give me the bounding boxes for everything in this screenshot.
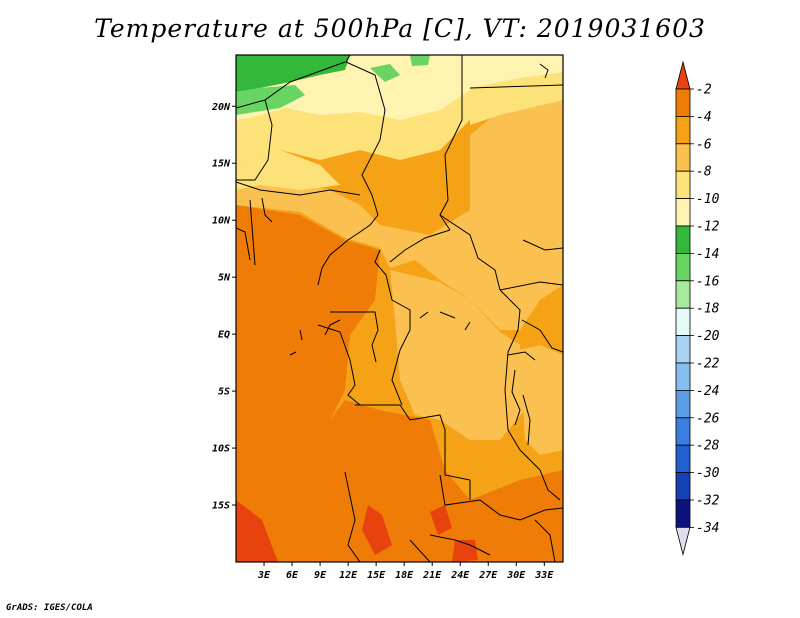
lon-tick-label: 33E xyxy=(534,570,554,581)
lat-tick-label: EQ xyxy=(218,330,230,341)
colorbar-label: -24 xyxy=(696,384,719,399)
lat-tick-label: 15N xyxy=(212,159,231,170)
band-minus8-east xyxy=(520,345,563,455)
colorbar-segment xyxy=(675,362,691,391)
colorbar-segment xyxy=(675,472,691,501)
colorbar-segment xyxy=(675,143,691,172)
map-frame xyxy=(235,54,564,563)
colorbar-segment xyxy=(675,280,691,309)
lon-tick-label: 9E xyxy=(314,570,327,581)
colorbar-label: -18 xyxy=(696,302,720,317)
band-minus4-south xyxy=(236,400,563,562)
colorbar-label: -22 xyxy=(696,357,720,372)
band-minus10-b xyxy=(236,150,340,190)
temperature-field xyxy=(236,55,563,562)
band-minus2-sw xyxy=(236,500,278,562)
latitude-axis: 20N 15N 10N 5N EQ 5S 10S 15S xyxy=(211,102,236,512)
colorbar-segment xyxy=(675,88,691,117)
colorbar-bottom-arrow xyxy=(675,527,691,556)
band-minus2-a xyxy=(362,505,392,555)
colorbar-segment xyxy=(675,417,691,446)
lat-tick-label: 10S xyxy=(212,444,230,455)
band-minus8-basin xyxy=(390,270,525,440)
country-borders xyxy=(236,55,563,562)
colorbar-segment xyxy=(675,225,691,254)
map-title: Temperature at 500hPa [C], VT: 201903160… xyxy=(94,14,706,43)
lon-tick-label: 21E xyxy=(422,570,442,581)
colorbar-label: -10 xyxy=(696,192,720,207)
colorbar-label: -14 xyxy=(696,247,719,262)
colorbar-label: -32 xyxy=(696,494,720,509)
lat-tick-label: 15S xyxy=(212,501,230,512)
colorbar-top-arrow xyxy=(675,60,691,90)
colorbar: -2 -4 -6 -8 -10 -12 -14 -16 -18 -20 -22 -24 -26 -28 -3… xyxy=(675,60,720,556)
colorbar-segment xyxy=(675,335,691,364)
lon-tick-label: 27E xyxy=(478,570,498,581)
lon-tick-label: 3E xyxy=(257,570,271,581)
lat-tick-label: 5S xyxy=(218,387,230,398)
colorbar-label: -26 xyxy=(696,411,720,426)
lon-tick-label: 24E xyxy=(450,570,470,581)
colorbar-segment xyxy=(675,198,691,227)
band-minus14-c xyxy=(370,64,400,82)
colorbar-segment xyxy=(675,307,691,337)
colorbar-segment xyxy=(675,389,691,419)
band-minus4-west xyxy=(236,205,380,480)
colorbar-label: -28 xyxy=(696,439,720,454)
lon-tick-label: 12E xyxy=(339,570,358,581)
lon-tick-label: 6E xyxy=(286,570,299,581)
colorbar-segment xyxy=(675,116,691,145)
band-minus14-b xyxy=(236,85,305,115)
band-minus8 xyxy=(236,95,563,330)
colorbar-label: -8 xyxy=(696,165,712,180)
colorbar-segment xyxy=(675,499,691,528)
lon-tick-label: 18E xyxy=(395,570,414,581)
colorbar-label: -16 xyxy=(696,274,720,289)
longitude-axis: 3E 6E 9E 12E 15E 18E 21E 24E 27E 30E 33E xyxy=(257,562,554,581)
band-minus14 xyxy=(236,55,350,92)
colorbar-label: -4 xyxy=(696,110,712,125)
colorbar-label: -30 xyxy=(696,466,720,481)
grads-credit: GrADS: IGES/COLA xyxy=(6,603,93,613)
lat-tick-label: 10N xyxy=(212,216,231,227)
colorbar-segment xyxy=(675,444,691,474)
colorbar-label: -34 xyxy=(696,521,719,536)
colorbar-segment xyxy=(675,170,691,199)
colorbar-label: -20 xyxy=(696,329,720,344)
lat-tick-label: 20N xyxy=(211,102,231,113)
lon-tick-label: 15E xyxy=(367,570,386,581)
colorbar-label: -12 xyxy=(696,220,720,235)
lon-tick-label: 30E xyxy=(506,570,526,581)
band-minus14-d xyxy=(410,55,430,66)
band-minus10-ne xyxy=(470,70,563,125)
colorbar-label: -6 xyxy=(696,137,712,152)
band-minus12-ne xyxy=(470,55,563,88)
band-minus2-b xyxy=(430,505,452,535)
colorbar-label: -2 xyxy=(696,83,712,98)
colorbar-segment xyxy=(675,252,691,282)
lat-tick-label: 5N xyxy=(218,273,231,284)
